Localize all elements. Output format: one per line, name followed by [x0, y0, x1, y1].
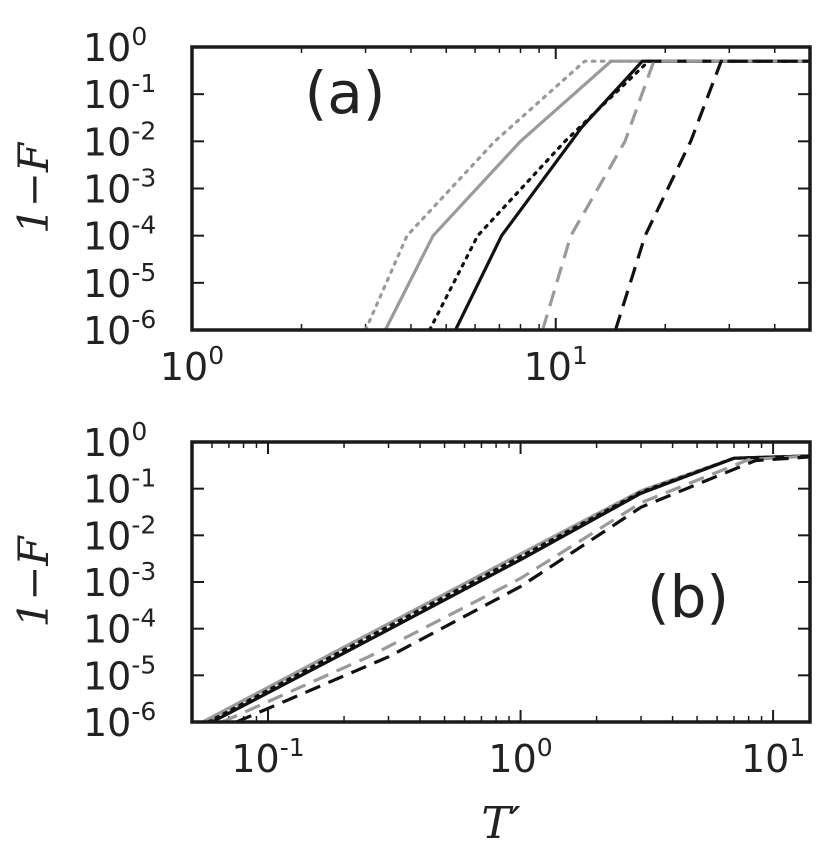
y-tick-label-base: 10 [83, 26, 131, 70]
y-axis-label: 1−F [9, 141, 58, 234]
y-tick-label-base: 10 [83, 514, 131, 558]
series-black-dashed-line [613, 59, 810, 330]
y-tick-label-base: 10 [83, 561, 131, 605]
y-tick-label: 10-1 [83, 464, 156, 512]
y-tick-label-exponent: -6 [131, 305, 156, 334]
y-tick-label-base: 10 [83, 215, 131, 259]
series-group [201, 454, 810, 722]
panel-b: 10-1 100 10110010-110-210-310-410-510-6(b)… [9, 417, 812, 849]
y-tick-label-base: 10 [83, 309, 131, 353]
y-tick-label: 10-3 [83, 164, 156, 212]
series-black-solid-line [454, 59, 810, 330]
y-axis-label: 1−F [9, 535, 58, 628]
y-tick-label-base: 10 [83, 262, 131, 306]
y-tick-label-exponent: -3 [131, 164, 156, 193]
y-tick-label-base: 10 [83, 468, 131, 512]
panel-label: (b) [647, 563, 729, 631]
y-tick-label: 10-6 [83, 305, 156, 353]
y-tick-label-base: 10 [83, 421, 131, 465]
y-tick-label: 10-4 [83, 604, 156, 652]
x-tick-label-exponent: 1 [572, 341, 588, 370]
y-tick-label: 10-2 [83, 510, 156, 558]
y-tick-label-exponent: -5 [131, 258, 156, 287]
panel-label: (a) [305, 59, 386, 127]
y-tick-label-exponent: -4 [131, 604, 156, 633]
y-tick-label-exponent: -5 [131, 650, 156, 679]
y-tick-label: 10-5 [83, 258, 156, 306]
series-gray-dashed-line [541, 59, 810, 330]
y-tick-label-exponent: -2 [131, 116, 156, 145]
series-group [364, 59, 810, 330]
y-tick-label-exponent: 0 [131, 22, 147, 51]
y-tick-label-exponent: -1 [131, 69, 156, 98]
plot-frame [190, 440, 812, 724]
y-tick-label-exponent: -2 [131, 510, 156, 539]
y-tick-label-base: 10 [83, 120, 131, 164]
series-gray-dotted-line [364, 59, 810, 330]
x-tick-label-exponent: 0 [537, 733, 553, 762]
y-tick-label-exponent: -4 [131, 211, 156, 240]
y-tick-label-base: 10 [83, 654, 131, 698]
y-tick-label-exponent: 0 [131, 417, 147, 446]
x-tick-label-base: 10 [231, 737, 279, 781]
series-black-solid-line [211, 454, 810, 722]
y-tick-label: 10-5 [83, 650, 156, 698]
x-axis-label: T′ [481, 798, 520, 849]
x-tick-label-base: 10 [488, 737, 536, 781]
x-tick-label-exponent: 0 [208, 341, 224, 370]
series-black-dashed-line [235, 455, 810, 722]
y-tick-label: 10-1 [83, 69, 156, 117]
x-tick-label: 101 [524, 341, 588, 389]
x-tick-label-base: 10 [741, 737, 789, 781]
y-tick-label-exponent: -6 [131, 697, 156, 726]
x-tick-label-exponent: -1 [280, 733, 305, 762]
x-tick-label: 100 [160, 341, 224, 389]
series-gray-dashed-line [221, 454, 810, 722]
y-tick-label-base: 10 [83, 168, 131, 212]
y-tick-label: 10-3 [83, 557, 156, 605]
x-tick-label-base: 10 [524, 345, 572, 389]
y-tick-label-exponent: -3 [131, 557, 156, 586]
y-tick-label: 10-4 [83, 211, 156, 259]
y-tick-label-exponent: -1 [131, 464, 156, 493]
y-tick-label: 100 [83, 22, 147, 70]
y-tick-label-base: 10 [83, 701, 131, 745]
series-black-dotted-line [428, 59, 810, 330]
x-tick-label: 101 [741, 733, 805, 781]
x-tick-label-exponent: 1 [789, 733, 805, 762]
y-tick-label: 10-6 [83, 697, 156, 745]
plot-frame [190, 45, 812, 332]
x-tick-label: 100 [488, 733, 552, 781]
y-tick-label: 100 [83, 417, 147, 465]
y-tick-label: 10-2 [83, 116, 156, 164]
y-tick-label-base: 10 [83, 608, 131, 652]
x-tick-label: 10-1 [231, 733, 304, 781]
x-tick-label-base: 10 [160, 345, 208, 389]
y-tick-label-base: 10 [83, 73, 131, 117]
